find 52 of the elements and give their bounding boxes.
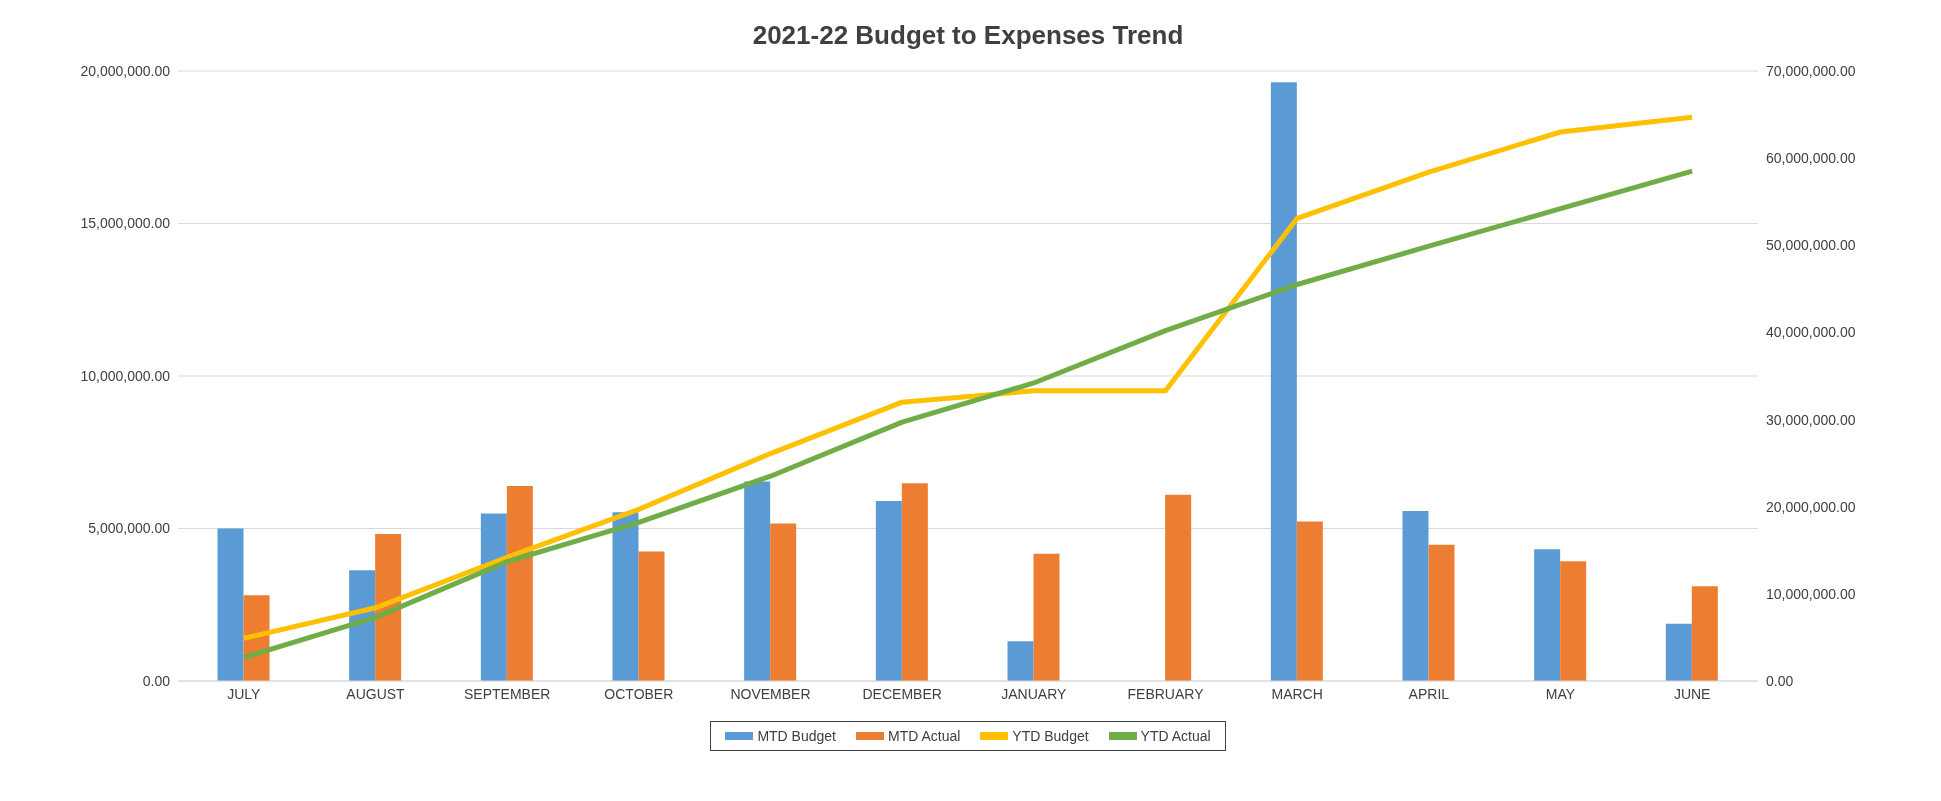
bar <box>1296 521 1323 681</box>
bar <box>638 551 665 681</box>
legend-label: MTD Budget <box>756 728 836 744</box>
y2-tick-label: 30,000,000.00 <box>1766 411 1856 428</box>
bar <box>506 486 533 681</box>
bar <box>901 483 928 681</box>
bar <box>612 512 639 681</box>
y-tick-label: 10,000,000.00 <box>80 367 171 384</box>
y2-tick-label: 60,000,000.00 <box>1766 150 1856 167</box>
bar <box>875 501 902 681</box>
x-tick-label: FEBRUARY <box>1127 685 1205 702</box>
x-tick-label: OCTOBER <box>604 685 674 702</box>
x-tick-label: SEPTEMBER <box>463 685 551 702</box>
x-tick-label: JULY <box>227 685 262 702</box>
bar <box>1428 544 1455 681</box>
bar <box>1691 586 1718 681</box>
x-tick-label: MAY <box>1545 685 1576 702</box>
y2-tick-label: 0.00 <box>1766 672 1794 689</box>
x-tick-label: NOVEMBER <box>730 685 811 702</box>
y2-tick-label: 70,000,000.00 <box>1766 62 1856 79</box>
y2-tick-label: 10,000,000.00 <box>1766 585 1856 602</box>
bar <box>217 528 244 681</box>
legend-label: MTD Actual <box>886 728 961 744</box>
bar <box>1402 511 1429 681</box>
x-tick-label: AUGUST <box>346 685 406 702</box>
chart-title: 2021-22 Budget to Expenses Trend <box>751 20 1185 51</box>
x-tick-label: DECEMBER <box>862 685 942 702</box>
bar <box>1665 623 1692 681</box>
x-tick-label: JUNE <box>1673 685 1711 702</box>
bar <box>1270 82 1297 681</box>
legend-label: YTD Budget <box>1011 728 1089 744</box>
y-tick-label: 15,000,000.00 <box>80 215 171 232</box>
bar <box>1007 641 1034 681</box>
bar <box>1033 553 1060 681</box>
y2-tick-label: 50,000,000.00 <box>1766 237 1856 254</box>
bar <box>349 570 376 681</box>
x-tick-label: JANUARY <box>1001 685 1068 702</box>
bar <box>770 523 797 681</box>
y2-tick-label: 40,000,000.00 <box>1766 324 1856 341</box>
legend-label: YTD Actual <box>1139 728 1211 744</box>
bar <box>1165 494 1192 681</box>
bar <box>375 533 402 681</box>
y-tick-label: 20,000,000.00 <box>80 62 171 79</box>
y-tick-label: 5,000,000.00 <box>88 520 171 537</box>
bar <box>1560 561 1587 681</box>
x-tick-label: APRIL <box>1408 685 1450 702</box>
x-tick-label: MARCH <box>1271 685 1323 702</box>
bar <box>1534 549 1561 681</box>
bar <box>744 481 771 681</box>
y2-tick-label: 20,000,000.00 <box>1766 498 1856 515</box>
y-tick-label: 0.00 <box>142 672 171 689</box>
bar <box>480 513 507 681</box>
